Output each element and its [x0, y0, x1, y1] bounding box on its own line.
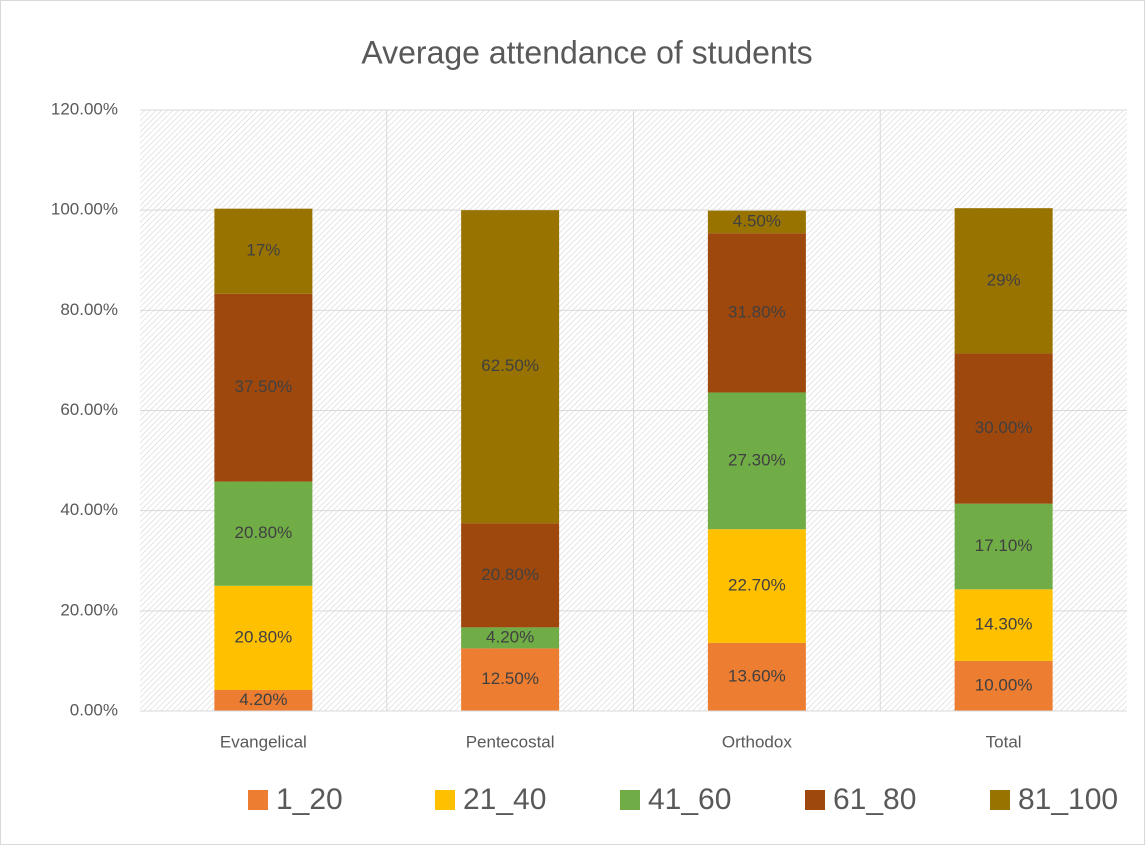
data-label: 17.10%	[975, 536, 1033, 555]
data-label: 62.50%	[481, 356, 539, 375]
data-label: 31.80%	[728, 302, 786, 321]
x-tick-label: Orthodox	[722, 732, 792, 751]
data-label: 4.20%	[486, 627, 534, 646]
data-label: 20.80%	[235, 523, 293, 542]
bar-segment	[954, 353, 1053, 504]
legend-swatch	[990, 790, 1010, 810]
bar-segment	[707, 233, 806, 393]
legend-label: 21_40	[463, 783, 546, 816]
bar-segment	[707, 392, 806, 530]
bar-segment	[214, 481, 313, 586]
chart-title: Average attendance of students	[361, 34, 812, 70]
bar-segment	[954, 660, 1053, 711]
legend-label: 61_80	[833, 783, 916, 816]
legend-swatch	[435, 790, 455, 810]
data-label: 20.80%	[235, 627, 293, 646]
bar-segment	[461, 627, 560, 649]
data-label: 17%	[246, 241, 280, 260]
y-tick-label: 120.00%	[51, 99, 118, 118]
legend-swatch	[620, 790, 640, 810]
data-label: 12.50%	[481, 669, 539, 688]
x-tick-label: Pentecostal	[466, 732, 555, 751]
bar-segment	[707, 642, 806, 711]
data-label: 27.30%	[728, 450, 786, 469]
data-label: 14.30%	[975, 615, 1033, 634]
data-label: 30.00%	[975, 418, 1033, 437]
legend-label: 41_60	[648, 783, 731, 816]
bar-segment	[707, 529, 806, 643]
data-label: 29%	[987, 270, 1021, 289]
y-tick-label: 0.00%	[70, 700, 118, 719]
y-tick-label: 80.00%	[60, 300, 118, 319]
data-label: 13.60%	[728, 666, 786, 685]
bar-segment	[954, 208, 1053, 354]
bar-segment	[707, 210, 806, 234]
y-tick-label: 20.00%	[60, 600, 118, 619]
data-label: 20.80%	[481, 565, 539, 584]
bar-segment	[214, 293, 313, 482]
x-tick-label: Total	[986, 732, 1022, 751]
bar-segment	[954, 503, 1053, 590]
y-tick-label: 100.00%	[51, 200, 118, 219]
legend-swatch	[805, 790, 825, 810]
x-tick-label: Evangelical	[220, 732, 307, 751]
bar-segment	[214, 689, 313, 711]
bar-segment	[461, 523, 560, 628]
y-tick-label: 40.00%	[60, 500, 118, 519]
data-label: 37.50%	[235, 377, 293, 396]
data-label: 4.20%	[239, 690, 287, 709]
bar-segment	[954, 589, 1053, 661]
data-label: 10.00%	[975, 675, 1033, 694]
legend-label: 81_100	[1018, 783, 1118, 816]
data-label: 4.50%	[733, 211, 781, 230]
legend-swatch	[248, 790, 268, 810]
bar-segment	[214, 585, 313, 690]
y-tick-label: 60.00%	[60, 400, 118, 419]
bar-segment	[461, 210, 560, 524]
legend-label: 1_20	[276, 783, 343, 816]
bar-segment	[461, 648, 560, 711]
bar-segment	[214, 208, 313, 294]
data-label: 22.70%	[728, 576, 786, 595]
